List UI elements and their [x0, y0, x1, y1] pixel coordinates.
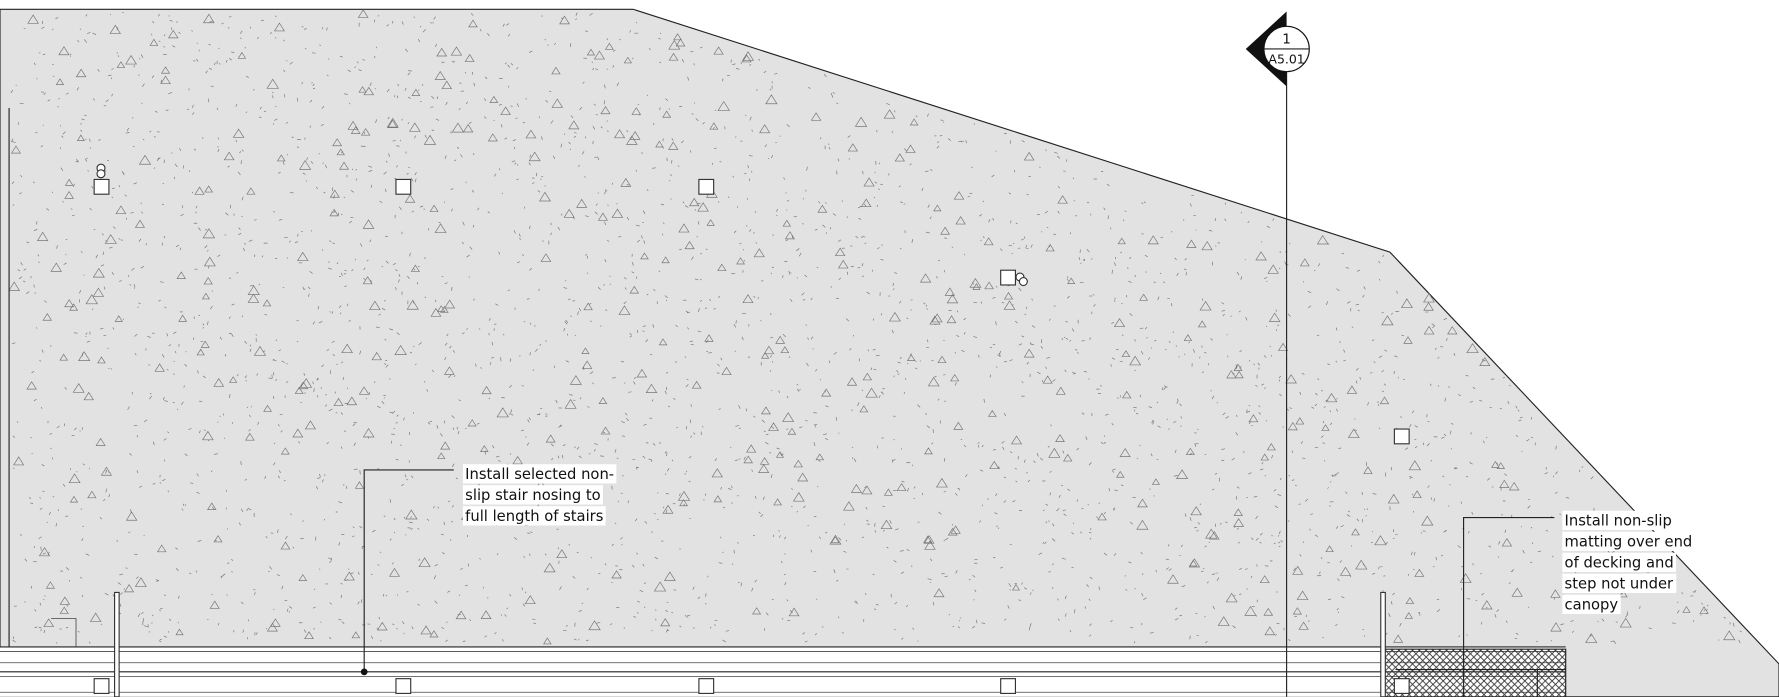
note-line: slip stair nosing to	[465, 487, 601, 504]
note-line: canopy	[1565, 596, 1619, 613]
note-line: Install non-slip	[1565, 512, 1672, 529]
note-background	[462, 506, 606, 526]
note-background	[1562, 573, 1677, 593]
section-marker: 1 A5.01	[1245, 11, 1310, 697]
note-background	[1562, 594, 1621, 614]
note-background	[1562, 510, 1675, 531]
annotations: Install selected non-slip stair nosing t…	[462, 464, 1695, 614]
note-background	[462, 485, 603, 505]
posts	[93, 163, 1410, 694]
note-line: full length of stairs	[465, 508, 603, 525]
sheet-number: A5.01	[1268, 52, 1304, 67]
speckle	[8, 9, 1742, 645]
note-background	[1562, 531, 1695, 552]
leader-2	[1463, 516, 1555, 697]
section-number: 1	[1282, 31, 1291, 47]
note-line: of decking and	[1565, 554, 1674, 571]
note-background	[1562, 552, 1676, 573]
note-line: Install selected non-	[465, 466, 614, 483]
note-line: matting over end	[1565, 533, 1693, 550]
deck	[0, 591, 1567, 697]
note-line: step not under	[1565, 575, 1674, 592]
concrete-speckle	[8, 9, 1742, 645]
concrete	[0, 8, 1779, 697]
note-background	[462, 464, 617, 484]
leader-1	[360, 469, 454, 676]
